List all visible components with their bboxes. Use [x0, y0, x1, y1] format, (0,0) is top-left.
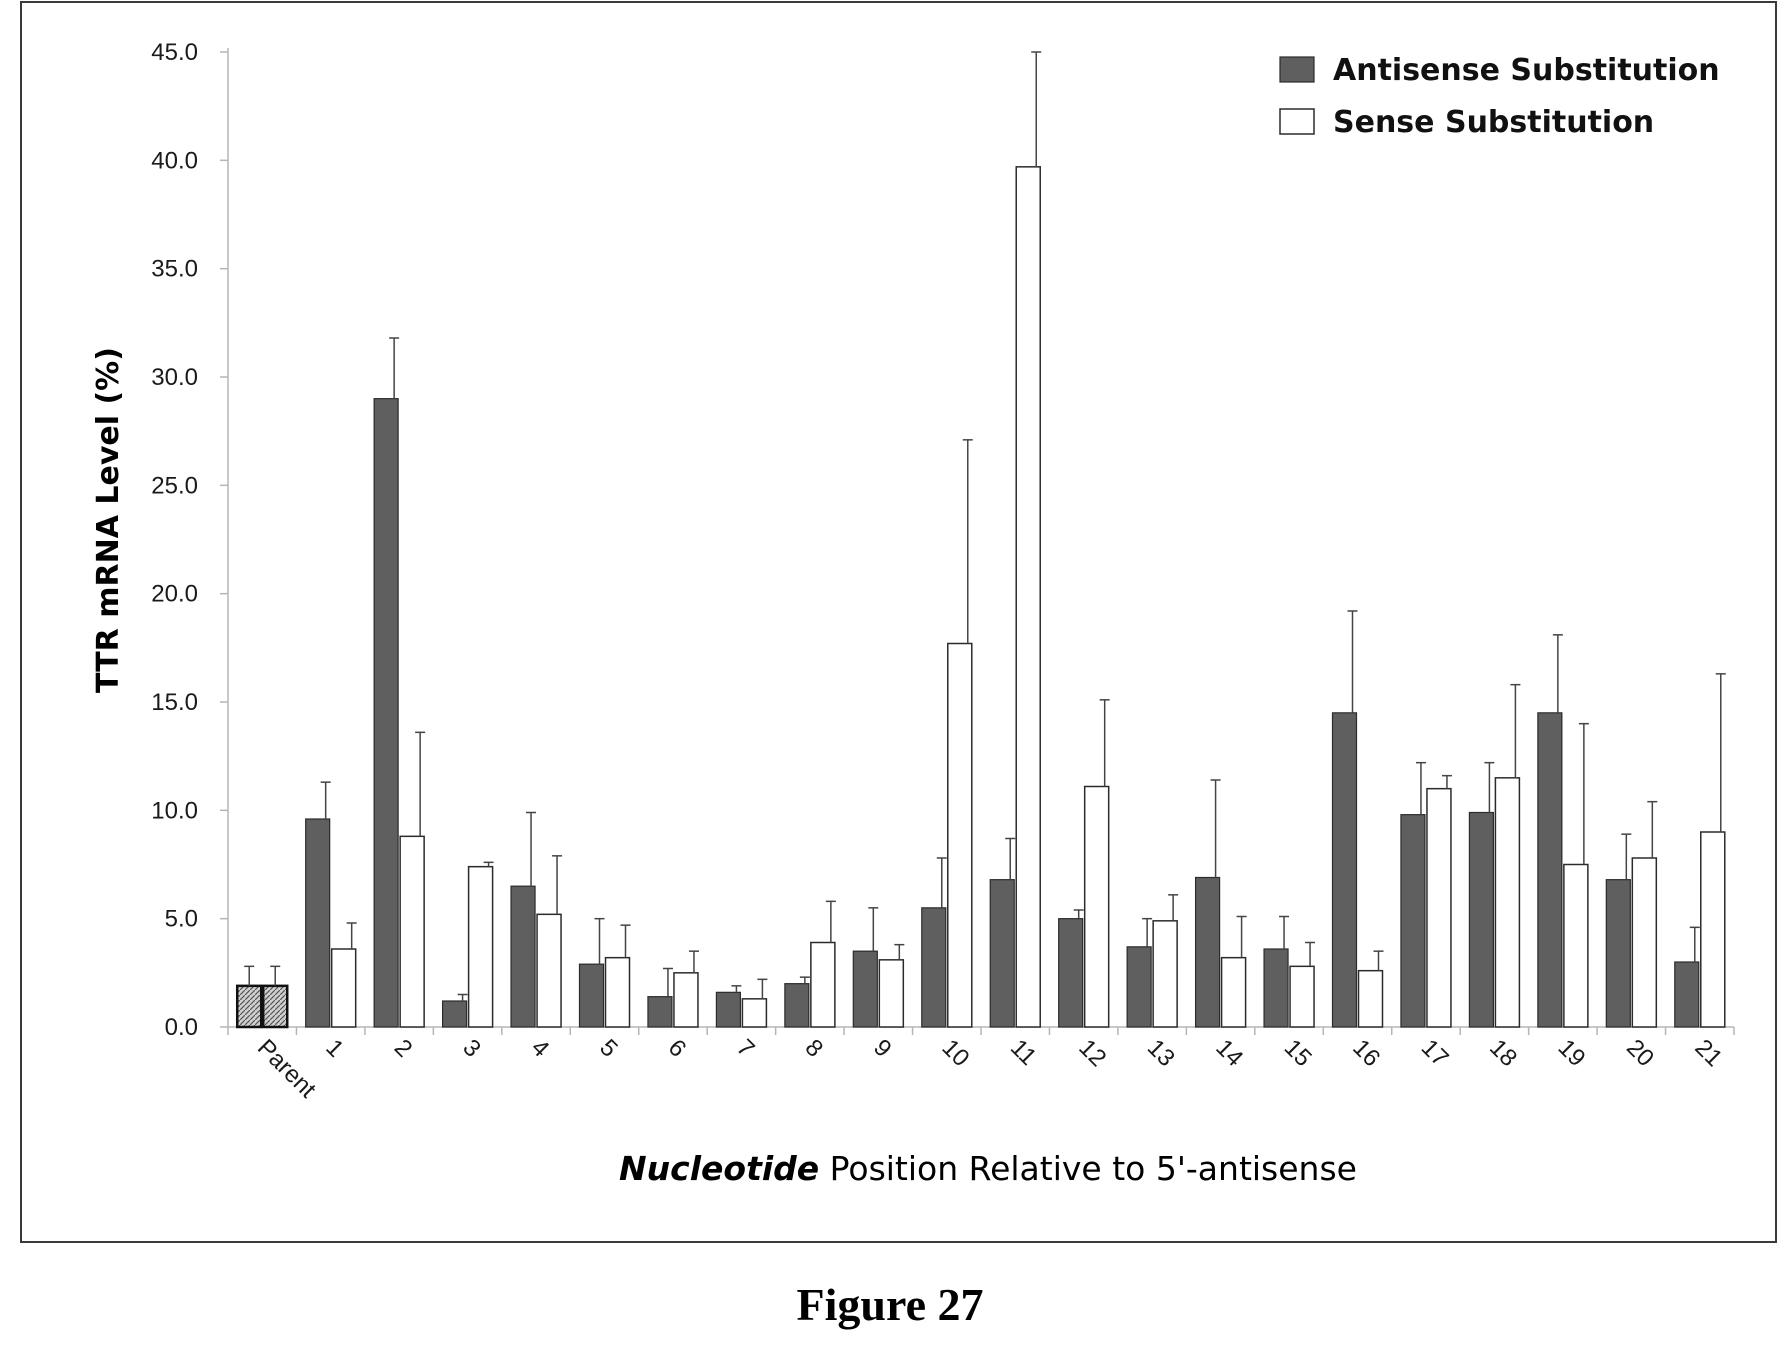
legend-label-antisense: Antisense Substitution	[1333, 53, 1720, 88]
bar-sense	[1631, 857, 1658, 1028]
x-tick-label: 15	[1279, 1034, 1317, 1072]
bar-sense	[536, 913, 562, 1028]
x-tick-label: 9	[868, 1034, 897, 1063]
y-tick-label: 15.0	[151, 689, 198, 716]
y-axis-title: TTR mRNA Level (%)	[91, 347, 126, 693]
bar-sense	[1563, 863, 1589, 1028]
x-tick-label: 4	[526, 1034, 555, 1063]
bar-sense	[1015, 166, 1041, 1028]
x-axis-title-italic: Nucleotide	[619, 1149, 819, 1188]
x-tick-label: 19	[1553, 1034, 1591, 1072]
x-tick-label: 7	[731, 1034, 760, 1063]
x-tick-label: 3	[457, 1034, 486, 1063]
x-tick-label: 1	[320, 1034, 349, 1063]
x-tick-label: 5	[594, 1034, 623, 1063]
x-tick-label: 16	[1347, 1034, 1385, 1072]
bar-sense	[261, 984, 289, 1029]
bar-antisense	[784, 983, 810, 1028]
figure-caption: Figure 27	[797, 1279, 984, 1330]
bar-antisense	[852, 950, 878, 1028]
bar-antisense	[921, 907, 947, 1028]
bar-sense	[1426, 787, 1452, 1028]
y-tick-label: 20.0	[151, 581, 198, 608]
y-tick-label: 25.0	[151, 472, 198, 499]
bar-antisense	[1537, 712, 1563, 1028]
bar-sense	[810, 941, 836, 1028]
bar-antisense	[989, 879, 1015, 1028]
bar-antisense	[647, 996, 673, 1028]
bar-antisense	[1126, 946, 1152, 1028]
bar-sense	[1152, 920, 1178, 1028]
bar-antisense	[305, 818, 331, 1028]
chart-frame	[20, 1, 1777, 1243]
bar-antisense	[1468, 811, 1495, 1028]
bar-sense	[741, 998, 768, 1028]
bar-antisense	[441, 1000, 468, 1028]
y-tick-label: 45.0	[151, 39, 198, 66]
x-tick-label: 21	[1690, 1034, 1728, 1072]
x-tick-label: 18	[1484, 1034, 1522, 1072]
bar-antisense	[1605, 879, 1631, 1028]
legend-swatch-sense	[1279, 108, 1315, 135]
bar-antisense	[1400, 814, 1426, 1028]
x-tick-label: 11	[1005, 1034, 1042, 1071]
bar-sense	[399, 835, 425, 1028]
x-tick-label: 17	[1416, 1034, 1454, 1072]
y-tick-label: 35.0	[151, 256, 198, 283]
legend: Antisense Substitution Sense Substitutio…	[1279, 53, 1720, 140]
x-tick-label: 14	[1210, 1034, 1248, 1072]
bar-antisense	[578, 963, 605, 1028]
bar-sense	[467, 865, 494, 1028]
x-tick-label: 20	[1621, 1034, 1659, 1072]
bar-sense	[1700, 831, 1726, 1028]
legend-swatch-antisense	[1279, 56, 1315, 83]
bar-antisense	[1263, 948, 1289, 1028]
x-tick-label: 13	[1142, 1034, 1180, 1072]
bar-antisense	[1058, 918, 1084, 1028]
x-tick-label: Parent	[252, 1034, 321, 1103]
bar-sense	[1220, 956, 1247, 1028]
x-tick-label: 8	[800, 1034, 829, 1063]
bar-sense	[1494, 777, 1521, 1028]
y-tick-label: 0.0	[165, 1014, 198, 1041]
error-bars	[244, 51, 1726, 1001]
bar-sense	[1357, 969, 1384, 1028]
y-tick-label: 5.0	[165, 906, 198, 933]
y-tick-label: 40.0	[151, 147, 198, 174]
bar-antisense	[235, 984, 263, 1029]
bar-sense	[1289, 965, 1315, 1028]
bar-antisense	[1674, 961, 1700, 1028]
x-tick-label: 10	[937, 1034, 975, 1072]
bar-antisense	[715, 991, 742, 1028]
x-tick-label: 12	[1073, 1034, 1111, 1072]
bars	[235, 166, 1726, 1029]
x-tick-label: 6	[663, 1034, 692, 1063]
bar-sense	[604, 956, 631, 1028]
bar-sense	[1083, 785, 1110, 1028]
bar-antisense	[1331, 712, 1358, 1028]
bar-antisense	[510, 885, 536, 1028]
legend-label-sense: Sense Substitution	[1333, 105, 1654, 140]
bar-sense	[673, 972, 699, 1028]
bar-sense	[947, 642, 973, 1028]
y-tick-label: 10.0	[151, 797, 198, 824]
bar-antisense	[373, 398, 399, 1028]
bar-antisense	[1194, 876, 1221, 1028]
bar-sense	[878, 959, 905, 1028]
x-axis-title-rest: Position Relative to 5'-antisense	[819, 1149, 1357, 1188]
y-tick-label: 30.0	[151, 364, 198, 391]
x-tick-label: 2	[389, 1034, 418, 1063]
x-axis-title: Nucleotide Position Relative to 5'-antis…	[619, 1149, 1357, 1188]
bar-sense	[330, 948, 357, 1028]
